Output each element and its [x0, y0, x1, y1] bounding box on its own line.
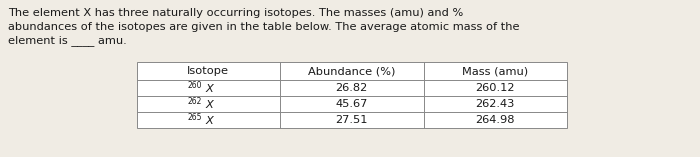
Text: 27.51: 27.51 — [335, 115, 368, 125]
Text: 264.98: 264.98 — [475, 115, 515, 125]
Text: abundances of the isotopes are given in the table below. The average atomic mass: abundances of the isotopes are given in … — [8, 22, 519, 32]
Text: 262: 262 — [188, 97, 202, 106]
Text: 265: 265 — [188, 114, 202, 122]
Text: 262.43: 262.43 — [475, 99, 515, 109]
Text: 260.12: 260.12 — [475, 83, 515, 93]
Text: X: X — [205, 84, 213, 94]
Text: X: X — [205, 100, 213, 109]
Text: Abundance (%): Abundance (%) — [308, 66, 395, 76]
Text: 260: 260 — [188, 81, 202, 90]
Text: Isotope: Isotope — [188, 66, 230, 76]
Text: 45.67: 45.67 — [335, 99, 368, 109]
Text: 26.82: 26.82 — [335, 83, 368, 93]
Text: The element X has three naturally occurring isotopes. The masses (amu) and %: The element X has three naturally occurr… — [8, 8, 463, 18]
Text: Mass (amu): Mass (amu) — [462, 66, 528, 76]
Text: element is ____ amu.: element is ____ amu. — [8, 35, 127, 46]
Text: X: X — [205, 116, 213, 125]
Bar — [136, 62, 567, 128]
